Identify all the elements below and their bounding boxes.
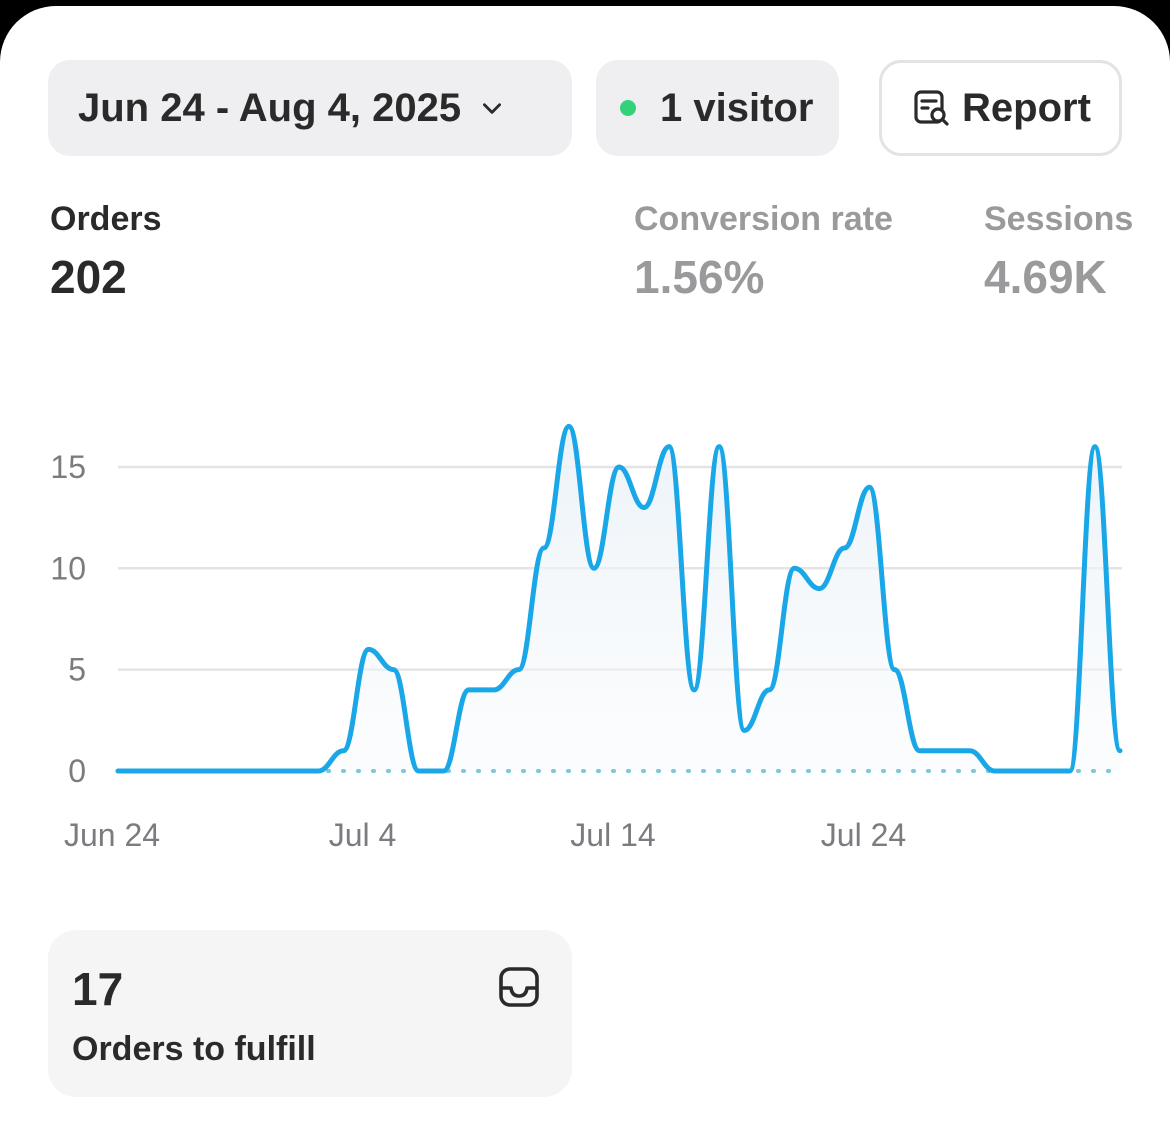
y-tick-label: 5: [68, 652, 86, 688]
live-visitors-label: 1 visitor: [660, 85, 814, 130]
report-search-icon: [914, 90, 949, 126]
live-status-dot: [620, 100, 636, 116]
inbox-icon: [499, 967, 539, 1007]
date-range-selector[interactable]: Jun 24 - Aug 4, 2025: [48, 60, 572, 156]
report-button[interactable]: Report: [879, 60, 1122, 156]
x-tick-label: Jun 24: [64, 817, 160, 853]
y-tick-label: 0: [68, 753, 86, 789]
x-tick-label: Jul 4: [329, 817, 397, 853]
metric-sessions-value: 4.69K: [984, 251, 1107, 303]
metric-orders-label: Orders: [50, 200, 162, 238]
orders-to-fulfill-label: Orders to fulfill: [72, 1030, 316, 1068]
orders-area-fill: [118, 426, 1120, 771]
chevron-down-icon: [483, 103, 502, 114]
metric-orders[interactable]: Orders 202: [50, 202, 162, 300]
metric-sessions-label: Sessions: [984, 200, 1134, 238]
y-tick-label: 10: [50, 550, 86, 586]
metric-sessions[interactable]: Sessions 4.69K: [984, 202, 1133, 300]
report-label: Report: [962, 85, 1091, 130]
metric-conversion-label: Conversion rate: [634, 200, 893, 238]
metric-orders-value: 202: [50, 251, 127, 303]
metric-conversion-value: 1.56%: [634, 251, 765, 303]
y-tick-label: 15: [50, 449, 86, 485]
orders-to-fulfill-count: 17: [72, 963, 124, 1015]
x-tick-label: Jul 14: [570, 817, 655, 853]
orders-line: [115, 423, 1123, 774]
x-tick-label: Jul 24: [821, 817, 906, 853]
orders-to-fulfill-card[interactable]: 17 Orders to fulfill: [48, 930, 572, 1097]
date-range-label: Jun 24 - Aug 4, 2025: [78, 85, 462, 130]
metric-conversion-rate[interactable]: Conversion rate 1.56%: [634, 202, 893, 300]
live-visitors-button[interactable]: 1 visitor: [596, 60, 839, 156]
